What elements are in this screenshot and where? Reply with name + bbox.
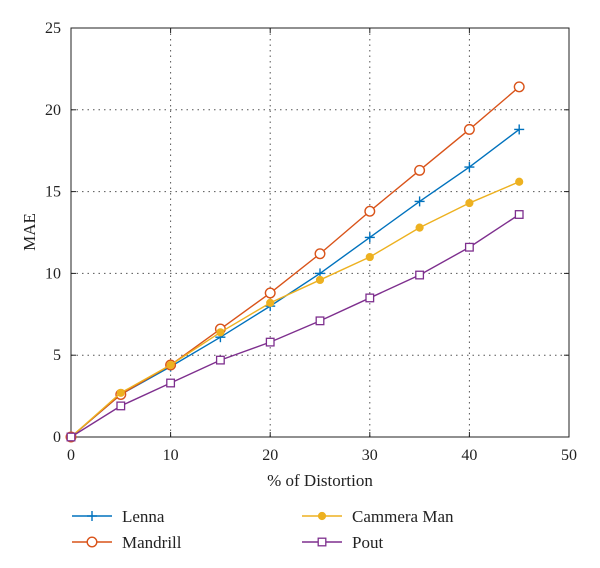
legend-label: Lenna	[122, 507, 165, 526]
x-tick-label: 0	[67, 447, 75, 464]
x-tick-label: 10	[163, 447, 179, 464]
series-pout	[66, 210, 524, 442]
y-tick-label: 20	[45, 102, 61, 119]
legend-marker	[317, 537, 327, 547]
data-point-cammera-man	[365, 252, 374, 262]
data-point-pout	[464, 242, 474, 252]
series-line-mandrill	[70, 86, 520, 438]
y-tick-label: 25	[45, 20, 61, 37]
data-point-mandrill	[264, 287, 276, 299]
series-line-cammera-man	[70, 181, 520, 438]
data-point-lenna	[364, 232, 375, 243]
legend-item-pout: Pout	[302, 533, 383, 552]
legend-label: Pout	[352, 533, 383, 552]
data-point-lenna	[414, 196, 425, 207]
data-point-lenna	[514, 124, 525, 135]
legend-label: Cammera Man	[352, 507, 454, 526]
y-tick-label: 10	[45, 265, 61, 282]
data-point-pout	[365, 293, 375, 303]
data-point-cammera-man	[415, 223, 424, 232]
legend: Lenna Mandrill Cammera Man Pout	[72, 507, 454, 552]
data-point-mandrill	[364, 205, 376, 217]
data-point-pout	[415, 270, 425, 280]
legend-marker	[86, 536, 98, 548]
data-point-cammera-man	[116, 388, 125, 397]
legend-label: Mandrill	[122, 533, 182, 552]
y-tick-label: 5	[53, 347, 61, 364]
data-point-cammera-man	[216, 328, 225, 337]
x-axis-label: % of Distortion	[267, 471, 373, 490]
axis-ticks: 0 10 20 30 40 50 0 5 10 15 20 25	[45, 20, 577, 464]
legend-item-mandrill: Mandrill	[72, 533, 182, 552]
data-point-pout	[265, 337, 275, 347]
data-point-cammera-man	[166, 360, 175, 370]
legend-marker	[317, 511, 327, 521]
y-tick-label: 15	[45, 184, 61, 201]
series-lenna	[66, 124, 525, 442]
data-point-cammera-man	[515, 177, 524, 186]
data-point-mandrill	[414, 164, 426, 176]
data-point-mandrill	[314, 248, 326, 260]
x-tick-label: 20	[262, 447, 278, 464]
grid	[71, 28, 569, 437]
data-point-cammera-man	[315, 275, 325, 285]
series-line-lenna	[70, 128, 520, 438]
series-line-pout	[70, 213, 520, 438]
plot-area-frame	[70, 27, 570, 438]
data-point-pout	[166, 378, 176, 388]
x-tick-label: 50	[561, 447, 577, 464]
data-point-lenna	[464, 162, 475, 173]
series-mandrill	[65, 81, 525, 443]
data-point-pout	[66, 432, 76, 442]
series-cammera-man	[66, 177, 524, 442]
legend-marker	[87, 511, 97, 521]
x-tick-label: 30	[362, 447, 378, 464]
y-tick-label: 0	[53, 429, 61, 446]
x-tick-label: 40	[461, 447, 477, 464]
y-axis-label: MAE	[20, 213, 39, 251]
data-point-pout	[514, 210, 524, 219]
data-point-pout	[315, 316, 325, 326]
series-group	[65, 81, 525, 443]
data-point-mandrill	[463, 123, 475, 135]
legend-item-cammera-man: Cammera Man	[302, 507, 454, 526]
data-point-cammera-man	[465, 198, 474, 208]
data-point-pout	[116, 401, 126, 411]
data-point-mandrill	[513, 81, 525, 93]
data-point-pout	[215, 355, 225, 365]
data-point-cammera-man	[266, 298, 275, 307]
legend-item-lenna: Lenna	[72, 507, 165, 526]
